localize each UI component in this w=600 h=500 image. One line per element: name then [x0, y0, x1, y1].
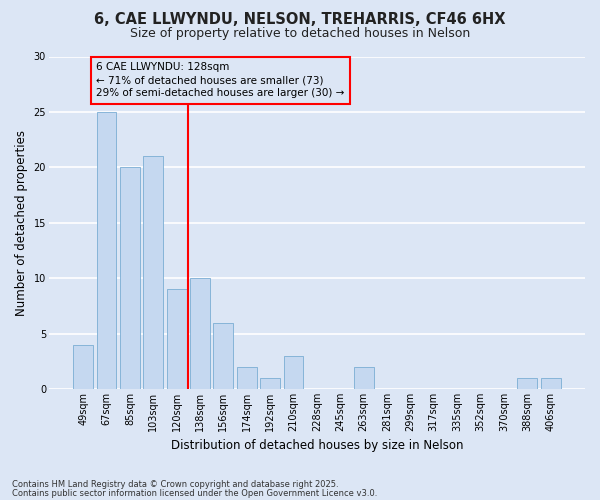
Text: 6, CAE LLWYNDU, NELSON, TREHARRIS, CF46 6HX: 6, CAE LLWYNDU, NELSON, TREHARRIS, CF46 …	[94, 12, 506, 28]
Bar	[97, 112, 116, 389]
Bar	[284, 356, 304, 389]
Bar	[260, 378, 280, 389]
Bar	[190, 278, 210, 389]
Bar	[541, 378, 560, 389]
Bar	[73, 344, 93, 389]
Y-axis label: Number of detached properties: Number of detached properties	[15, 130, 28, 316]
Text: 6 CAE LLWYNDU: 128sqm
← 71% of detached houses are smaller (73)
29% of semi-deta: 6 CAE LLWYNDU: 128sqm ← 71% of detached …	[96, 62, 344, 98]
Bar	[237, 367, 257, 389]
X-axis label: Distribution of detached houses by size in Nelson: Distribution of detached houses by size …	[170, 440, 463, 452]
Bar	[517, 378, 537, 389]
Bar	[120, 168, 140, 389]
Text: Size of property relative to detached houses in Nelson: Size of property relative to detached ho…	[130, 28, 470, 40]
Bar	[143, 156, 163, 389]
Bar	[214, 322, 233, 389]
Bar	[354, 367, 374, 389]
Text: Contains HM Land Registry data © Crown copyright and database right 2025.: Contains HM Land Registry data © Crown c…	[12, 480, 338, 489]
Bar	[167, 290, 187, 389]
Text: Contains public sector information licensed under the Open Government Licence v3: Contains public sector information licen…	[12, 489, 377, 498]
